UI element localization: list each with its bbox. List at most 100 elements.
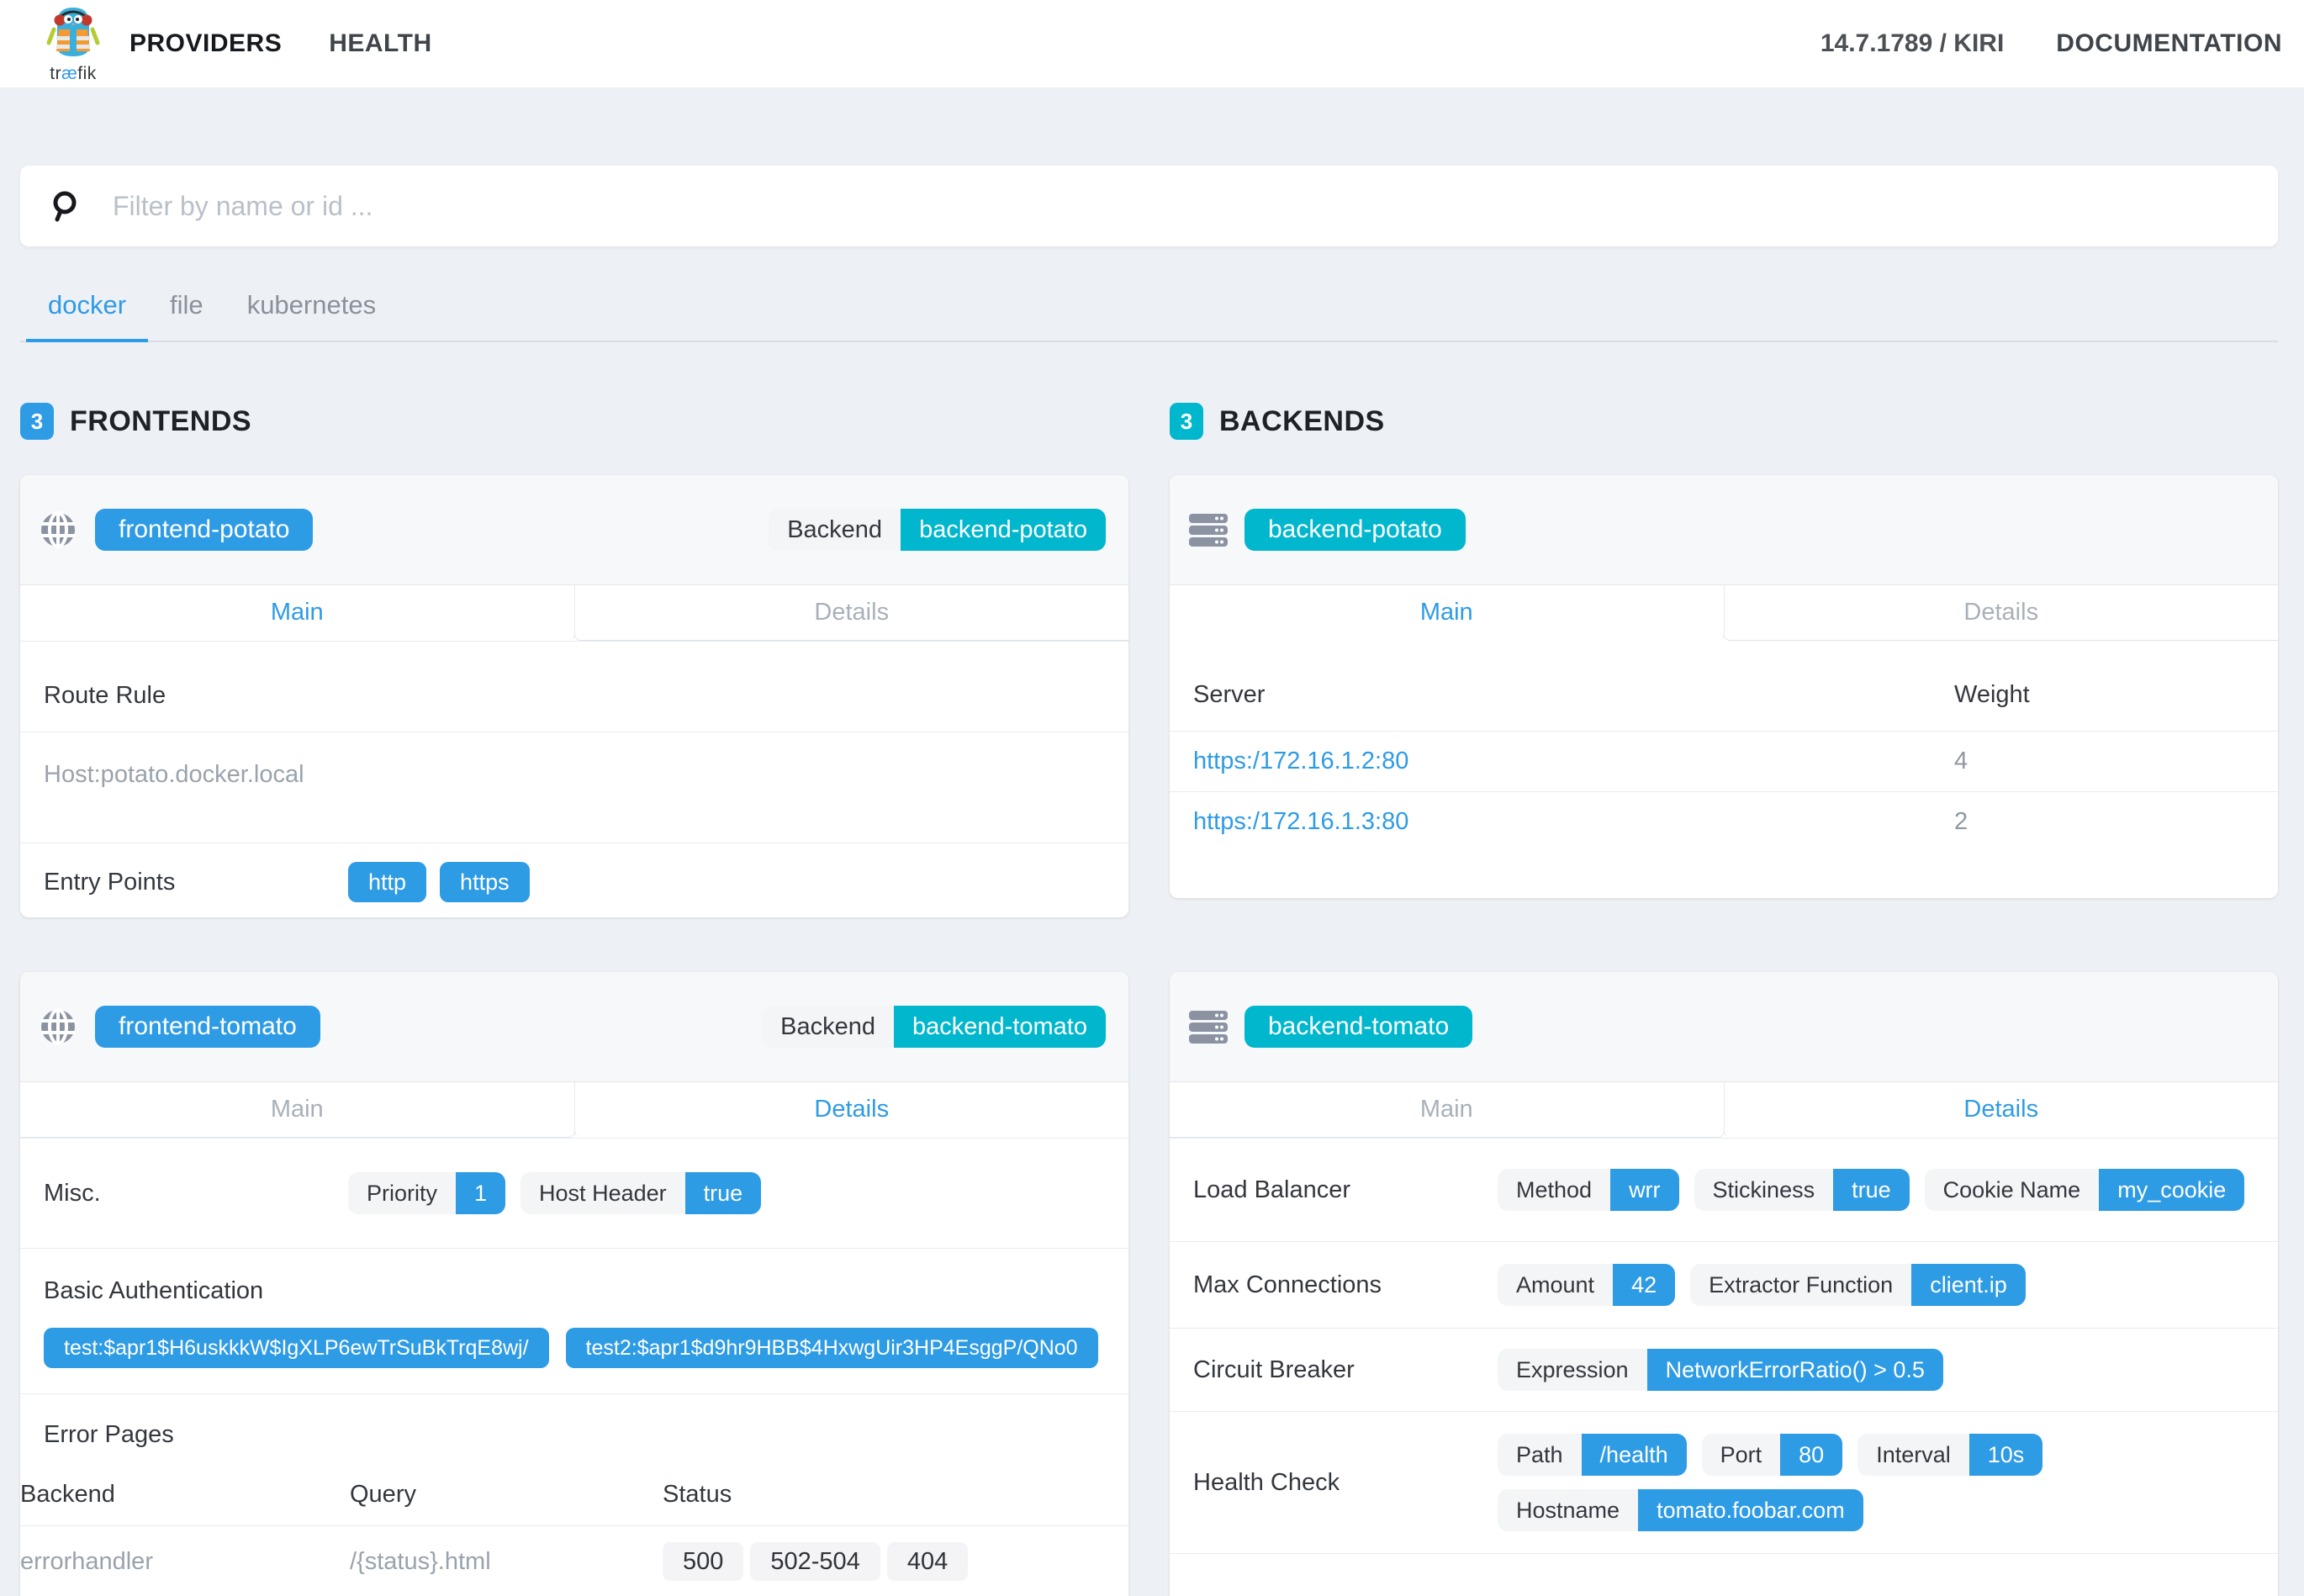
backends-count-badge: 3 xyxy=(1170,403,1203,440)
port-key: Port xyxy=(1701,1434,1781,1476)
card-backend-potato-header: backend-potato xyxy=(1170,475,2278,585)
entry-points-label: Entry Points xyxy=(44,868,176,896)
search-input[interactable] xyxy=(113,190,2249,222)
server-weight: 2 xyxy=(1954,808,1968,835)
misc-label: Misc. xyxy=(44,1179,101,1207)
search-icon xyxy=(49,188,84,224)
basic-auth-user1-pill: test:$apr1$H6uskkkW$IgXLP6ewTrSuBkTrqE8w… xyxy=(44,1328,549,1368)
port-value: 80 xyxy=(1780,1434,1843,1476)
basic-auth-label: Basic Authentication xyxy=(44,1277,264,1304)
misc-row: Misc. Priority 1 Host Header true xyxy=(20,1138,1128,1248)
hostname-pill: Hostname tomato.foobar.com xyxy=(1498,1489,1863,1531)
col-query: Query xyxy=(350,1481,416,1508)
backend-ref-value: backend-tomato xyxy=(894,1006,1106,1048)
server-link[interactable]: https:/172.16.1.3:80 xyxy=(1193,808,1409,835)
interval-pill: Interval 10s xyxy=(1857,1434,2043,1476)
method-value: wrr xyxy=(1610,1169,1679,1211)
tab-main[interactable]: Main xyxy=(1170,1082,1725,1138)
card-frontend-tomato: frontend-tomato Backend backend-tomato M… xyxy=(20,972,1128,1596)
status-pill: 500 xyxy=(663,1542,744,1581)
backend-ref-pill: Backend backend-tomato xyxy=(762,1006,1106,1048)
card-backend-tomato: backend-tomato Main Details Load Balance… xyxy=(1170,972,2278,1596)
nav-link-providers[interactable]: PROVIDERS xyxy=(129,29,283,57)
nav-link-documentation[interactable]: DOCUMENTATION xyxy=(2056,29,2282,57)
entry-points-row: Entry Points http https xyxy=(20,843,1128,917)
cookie-name-pill: Cookie Name my_cookie xyxy=(1924,1169,2245,1211)
frontend-name-pill: frontend-potato xyxy=(95,509,314,551)
backends-title: BACKENDS xyxy=(1219,404,1385,437)
expression-value: NetworkErrorRatio() > 0.5 xyxy=(1646,1349,1943,1391)
backend-ref-key: Backend xyxy=(762,1006,895,1048)
health-check-label: Health Check xyxy=(1193,1468,1340,1496)
backend-ref-key: Backend xyxy=(769,509,901,551)
stickiness-key: Stickiness xyxy=(1694,1169,1834,1211)
globe-icon xyxy=(40,511,77,548)
circuit-breaker-label: Circuit Breaker xyxy=(1193,1356,1355,1383)
server-stack-icon xyxy=(1189,1008,1228,1045)
frontends-column: 3 FRONTENDS xyxy=(20,342,1128,1596)
host-header-key: Host Header xyxy=(521,1172,685,1214)
card-tabs: Main Details xyxy=(1170,1082,2278,1138)
col-server: Server xyxy=(1193,681,1266,708)
main-content: docker file kubernetes 3 FRONTENDS xyxy=(0,166,2304,1596)
frontends-title: FRONTENDS xyxy=(70,404,252,437)
amount-pill: Amount 42 xyxy=(1498,1264,1676,1306)
provider-tabs: docker file kubernetes xyxy=(20,267,2278,342)
priority-pill: Priority 1 xyxy=(348,1172,506,1214)
buffering-row: Buffering xyxy=(1170,1553,2278,1596)
interval-value: 10s xyxy=(1968,1434,2043,1476)
cookie-value: my_cookie xyxy=(2099,1169,2245,1211)
status-pill: 502-504 xyxy=(750,1542,880,1581)
basic-auth-user2-pill: test2:$apr1$d9hr9HBB$4HxwgUir3HP4EsggP/Q… xyxy=(565,1328,1098,1368)
error-pages-label: Error Pages xyxy=(44,1421,174,1448)
hostname-key: Hostname xyxy=(1498,1489,1639,1531)
error-pages-header-row: Backend Query Status xyxy=(20,1469,1128,1526)
nav-link-health[interactable]: HEALTH xyxy=(329,29,432,57)
tab-details[interactable]: Details xyxy=(1723,585,2278,641)
backend-ref-pill: Backend backend-potato xyxy=(769,509,1106,551)
tab-main[interactable]: Main xyxy=(20,1082,575,1138)
table-row: https:/172.16.1.3:80 2 xyxy=(1170,791,2278,852)
version-label: 14.7.1789 / KIRI xyxy=(1820,29,2005,57)
tab-kubernetes[interactable]: kubernetes xyxy=(246,290,377,320)
card-tabs: Main Details xyxy=(1170,585,2278,641)
tab-file[interactable]: file xyxy=(170,290,203,320)
error-query: /{status}.html xyxy=(350,1525,663,1596)
host-header-pill: Host Header true xyxy=(521,1172,762,1214)
card-tabs: Main Details xyxy=(20,585,1128,641)
server-link[interactable]: https:/172.16.1.2:80 xyxy=(1193,748,1409,774)
card-tabs: Main Details xyxy=(20,1082,1128,1138)
stickiness-pill: Stickiness true xyxy=(1694,1169,1910,1211)
server-table-header: Server Weight xyxy=(1170,641,2278,731)
path-pill: Path /health xyxy=(1498,1434,1687,1476)
max-connections-row: Max Connections Amount 42 Extractor Func… xyxy=(1170,1241,2278,1328)
health-check-row: Health Check Path /health Port 80 xyxy=(1170,1411,2278,1553)
table-row: errorhandler /{status}.html 500 502-504 … xyxy=(20,1525,1128,1596)
priority-key: Priority xyxy=(348,1172,457,1214)
tab-details[interactable]: Details xyxy=(573,1082,1128,1138)
tab-main[interactable]: Main xyxy=(1170,585,1725,641)
amount-key: Amount xyxy=(1498,1264,1614,1306)
frontends-count-badge: 3 xyxy=(20,403,54,440)
table-row: https:/172.16.1.2:80 4 xyxy=(1170,731,2278,791)
tab-main[interactable]: Main xyxy=(20,585,575,641)
port-pill: Port 80 xyxy=(1701,1434,1843,1476)
status-pill: 404 xyxy=(886,1542,969,1581)
traefik-mascot-icon xyxy=(45,4,101,66)
tab-details[interactable]: Details xyxy=(1723,1082,2278,1138)
path-value: /health xyxy=(1581,1434,1687,1476)
method-key: Method xyxy=(1498,1169,1611,1211)
priority-value: 1 xyxy=(456,1172,506,1214)
card-frontend-potato-header: frontend-potato Backend backend-potato xyxy=(20,475,1128,585)
error-pages-table: Backend Query Status errorhandler /{stat… xyxy=(20,1469,1128,1596)
col-status: Status xyxy=(663,1481,732,1508)
server-weight: 4 xyxy=(1954,748,1968,774)
tab-details[interactable]: Details xyxy=(573,585,1128,641)
col-weight: Weight xyxy=(1954,681,2030,708)
stickiness-value: true xyxy=(1833,1169,1910,1211)
amount-value: 42 xyxy=(1613,1264,1676,1306)
path-key: Path xyxy=(1498,1434,1582,1476)
traefik-logo[interactable]: træfik xyxy=(45,4,101,84)
route-rule-label: Route Rule xyxy=(20,641,1128,732)
tab-docker[interactable]: docker xyxy=(26,267,149,342)
